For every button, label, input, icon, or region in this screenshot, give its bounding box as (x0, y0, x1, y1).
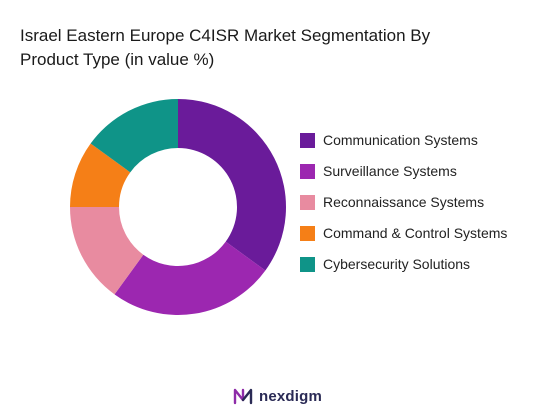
legend-swatch (300, 163, 315, 179)
chart-title-line-2: Product Type (in value %) (20, 50, 215, 69)
legend-label: Communication Systems (323, 132, 478, 148)
nexdigm-logo-icon (233, 388, 253, 405)
donut-slice-command-control-systems (70, 143, 131, 207)
donut-slice-communication-systems (178, 99, 286, 271)
brand-name: nexdigm (258, 387, 323, 405)
legend-swatch (300, 225, 315, 241)
donut-slice-surveillance-systems (114, 241, 266, 315)
donut-slice-cybersecurity-solutions (90, 99, 178, 173)
legend-item-reconnaissance-systems: Reconnaissance Systems (300, 192, 507, 212)
chart-title: Israel Eastern Europe C4ISR Market Segme… (20, 24, 520, 72)
donut-chart (70, 99, 286, 315)
legend-item-surveillance-systems: Surveillance Systems (300, 161, 507, 181)
chart-title-line-1: Israel Eastern Europe C4ISR Market Segme… (20, 26, 431, 45)
legend-label: Surveillance Systems (323, 163, 457, 179)
brand-footer: nexdigm (0, 386, 554, 406)
legend-label: Reconnaissance Systems (323, 194, 485, 210)
legend-item-command-control-systems: Command & Control Systems (300, 223, 507, 243)
legend-label: Command & Control Systems (323, 225, 508, 241)
donut-slice-reconnaissance-systems (70, 207, 144, 295)
legend-swatch (300, 194, 315, 210)
legend-swatch (300, 256, 315, 272)
chart-legend: Communication Systems Surveillance System… (300, 130, 507, 285)
legend-item-communication-systems: Communication Systems (300, 130, 507, 150)
legend-label: Cybersecurity Solutions (323, 256, 471, 272)
legend-item-cybersecurity-solutions: Cybersecurity Solutions (300, 254, 507, 274)
legend-swatch (300, 132, 315, 148)
